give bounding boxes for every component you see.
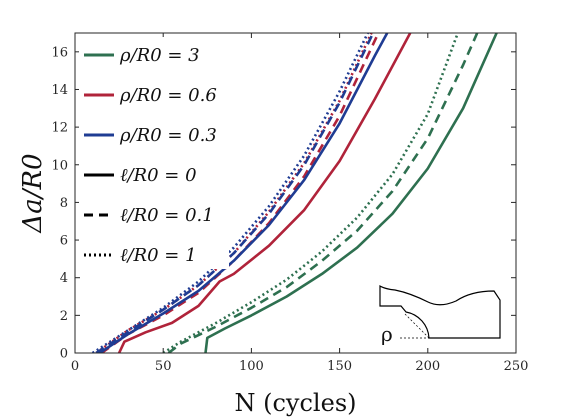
legend-box bbox=[79, 37, 229, 269]
x-tick-label: 100 bbox=[239, 359, 264, 374]
y-tick-label: 10 bbox=[51, 158, 68, 173]
legend-label: ℓ/R0 = 0.1 bbox=[120, 205, 214, 226]
legend-label: ρ/R0 = 0.6 bbox=[119, 85, 217, 106]
y-tick-label: 8 bbox=[60, 196, 68, 211]
y-tick-label: 2 bbox=[60, 309, 68, 324]
legend-label: ρ/R0 = 0.3 bbox=[119, 125, 217, 146]
legend-label: ℓ/R0 = 1 bbox=[120, 245, 197, 266]
legend-label: ρ/R0 = 3 bbox=[119, 45, 200, 66]
y-tick-label: 0 bbox=[60, 347, 68, 362]
inset-rho-label: ρ bbox=[381, 322, 393, 346]
x-axis-label: N (cycles) bbox=[235, 389, 357, 417]
y-tick-label: 12 bbox=[51, 121, 68, 136]
y-tick-label: 14 bbox=[51, 83, 68, 98]
x-tick-label: 50 bbox=[155, 359, 172, 374]
y-tick-label: 16 bbox=[51, 45, 68, 60]
legend-label: ℓ/R0 = 0 bbox=[120, 165, 197, 186]
x-tick-label: 0 bbox=[71, 359, 79, 374]
y-tick-label: 6 bbox=[60, 234, 68, 249]
x-tick-label: 250 bbox=[504, 359, 529, 374]
x-tick-label: 150 bbox=[327, 359, 352, 374]
y-axis-label: Δa/R0 bbox=[18, 153, 48, 233]
x-tick-label: 200 bbox=[415, 359, 440, 374]
y-tick-label: 4 bbox=[60, 271, 68, 286]
